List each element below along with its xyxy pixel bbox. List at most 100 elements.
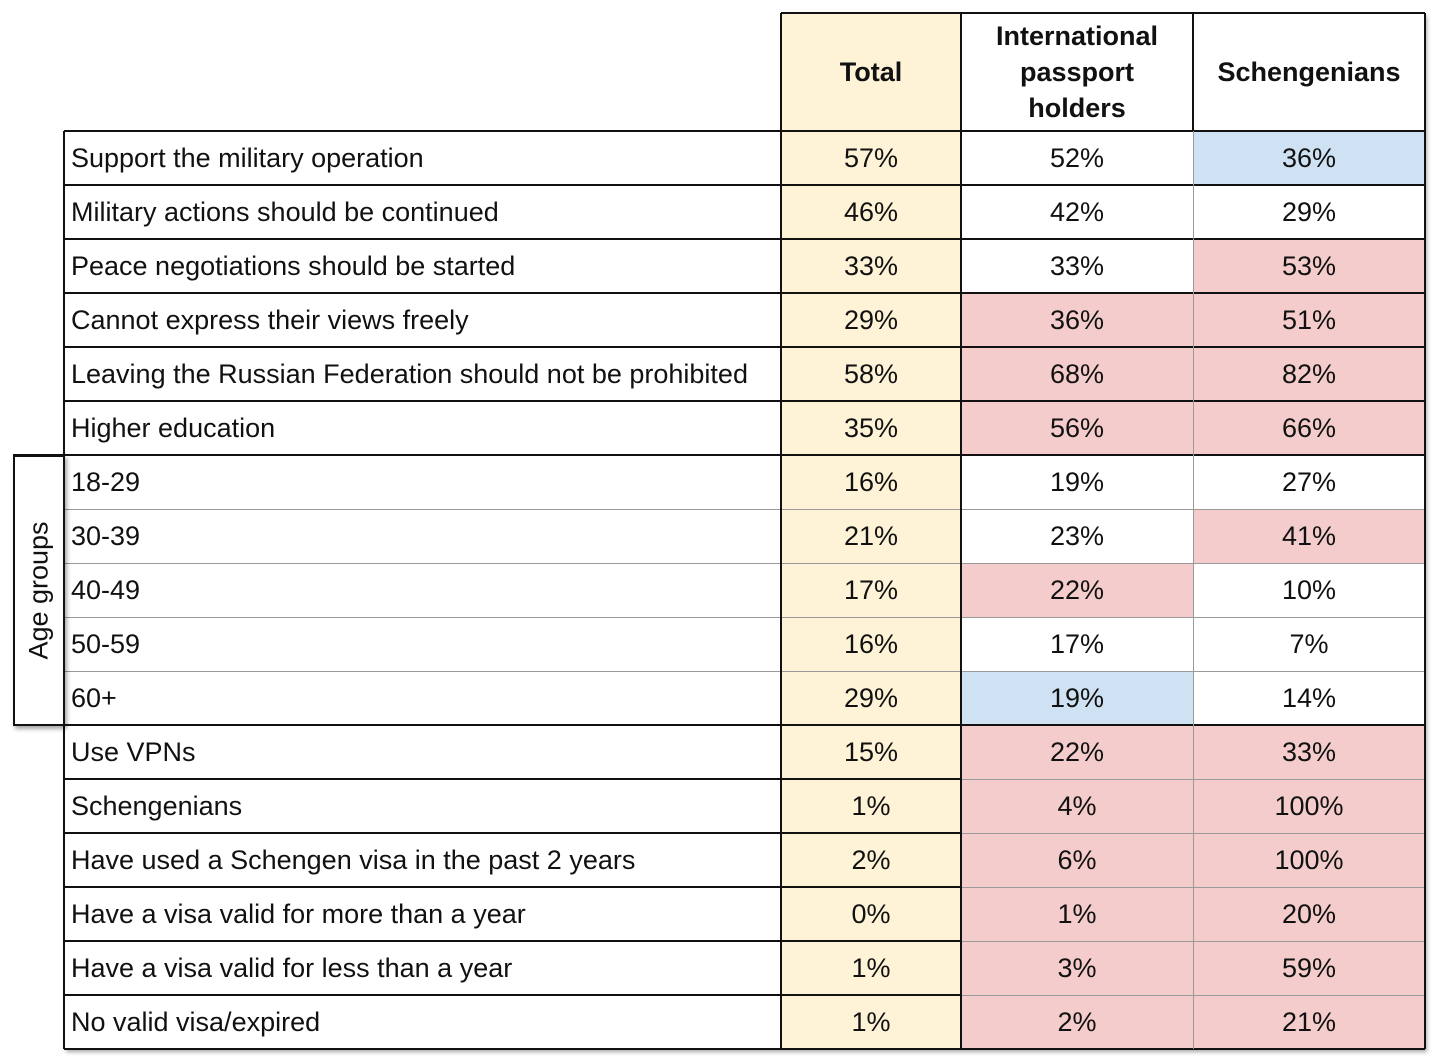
value-cell: 0% xyxy=(781,887,961,941)
value-cell: 3% xyxy=(961,941,1193,995)
row-border xyxy=(781,184,961,186)
row-border xyxy=(64,400,781,402)
value-cell: 4% xyxy=(961,779,1193,833)
value-cell: 21% xyxy=(781,509,961,563)
row-label: Military actions should be continued xyxy=(64,185,781,239)
row-border xyxy=(781,238,961,240)
value-cell: 29% xyxy=(781,671,961,725)
age-groups-label: Age groups xyxy=(23,520,54,660)
body-col-border xyxy=(780,131,782,1049)
value-cell: 14% xyxy=(1193,671,1425,725)
column-header: International passport holders xyxy=(961,13,1193,131)
value-cell: 17% xyxy=(961,617,1193,671)
value-cell: 15% xyxy=(781,725,961,779)
row-label: Cannot express their views freely xyxy=(64,293,781,347)
header-col-border xyxy=(1424,13,1426,131)
row-label: Schengenians xyxy=(64,779,781,833)
value-cell: 33% xyxy=(781,239,961,293)
row-border xyxy=(64,563,781,564)
value-cell: 22% xyxy=(961,725,1193,779)
row-border xyxy=(64,292,781,294)
value-cell: 82% xyxy=(1193,347,1425,401)
value-cell: 16% xyxy=(781,455,961,509)
body-col-border xyxy=(960,131,962,1049)
value-cell: 66% xyxy=(1193,401,1425,455)
value-cell: 1% xyxy=(781,995,961,1049)
column-header: Total xyxy=(781,13,961,131)
row-border xyxy=(64,617,781,618)
row-border xyxy=(64,184,781,186)
value-cell: 42% xyxy=(961,185,1193,239)
row-border xyxy=(64,509,781,510)
value-cell: 6% xyxy=(961,833,1193,887)
body-right-border xyxy=(1424,131,1426,1049)
value-cell: 68% xyxy=(961,347,1193,401)
value-cell: 53% xyxy=(1193,239,1425,293)
body-col-border xyxy=(1193,131,1194,1049)
row-border xyxy=(64,832,781,834)
row-border xyxy=(781,346,961,348)
value-cell: 27% xyxy=(1193,455,1425,509)
value-cell: 1% xyxy=(781,941,961,995)
value-cell: 59% xyxy=(1193,941,1425,995)
row-label: 60+ xyxy=(64,671,781,725)
row-label: Use VPNs xyxy=(64,725,781,779)
value-cell: 36% xyxy=(961,293,1193,347)
row-border xyxy=(781,509,961,510)
row-border xyxy=(64,778,781,780)
row-border xyxy=(64,886,781,888)
value-cell: 35% xyxy=(781,401,961,455)
row-border xyxy=(781,994,961,996)
value-cell: 33% xyxy=(1193,725,1425,779)
value-cell: 57% xyxy=(781,131,961,185)
row-border xyxy=(781,400,961,402)
value-cell: 29% xyxy=(1193,185,1425,239)
row-label: 50-59 xyxy=(64,617,781,671)
value-cell: 2% xyxy=(961,995,1193,1049)
value-cell: 7% xyxy=(1193,617,1425,671)
value-cell: 23% xyxy=(961,509,1193,563)
header-col-border xyxy=(780,13,782,131)
row-border xyxy=(781,886,961,888)
value-cell: 22% xyxy=(961,563,1193,617)
row-label: Peace negotiations should be started xyxy=(64,239,781,293)
row-border xyxy=(64,994,781,996)
header-top-border xyxy=(781,12,1425,14)
value-cell: 51% xyxy=(1193,293,1425,347)
row-border xyxy=(64,671,781,672)
value-cell: 1% xyxy=(961,887,1193,941)
value-cell: 19% xyxy=(961,455,1193,509)
row-border xyxy=(64,940,781,942)
row-label: Have a visa valid for less than a year xyxy=(64,941,781,995)
value-cell: 16% xyxy=(781,617,961,671)
value-cell: 56% xyxy=(961,401,1193,455)
row-border xyxy=(64,346,781,348)
value-cell: 10% xyxy=(1193,563,1425,617)
row-border xyxy=(781,292,961,294)
value-cell: 58% xyxy=(781,347,961,401)
row-border xyxy=(781,563,961,564)
row-label: Support the military operation xyxy=(64,131,781,185)
row-border xyxy=(781,671,961,672)
row-border xyxy=(781,617,961,618)
row-border xyxy=(781,778,961,780)
value-cell: 33% xyxy=(961,239,1193,293)
row-label: Higher education xyxy=(64,401,781,455)
row-border xyxy=(781,832,961,834)
row-border xyxy=(781,940,961,942)
value-cell: 100% xyxy=(1193,779,1425,833)
value-cell: 1% xyxy=(781,779,961,833)
row-border xyxy=(781,454,961,456)
row-border xyxy=(64,238,781,240)
row-label: 18-29 xyxy=(64,455,781,509)
value-cell: 29% xyxy=(781,293,961,347)
value-cell: 20% xyxy=(1193,887,1425,941)
row-label: Have used a Schengen visa in the past 2 … xyxy=(64,833,781,887)
value-cell: 46% xyxy=(781,185,961,239)
value-cell: 36% xyxy=(1193,131,1425,185)
age-groups-box xyxy=(13,455,65,726)
value-cell: 19% xyxy=(961,671,1193,725)
value-cell: 100% xyxy=(1193,833,1425,887)
row-border xyxy=(64,130,1425,132)
value-cell: 2% xyxy=(781,833,961,887)
